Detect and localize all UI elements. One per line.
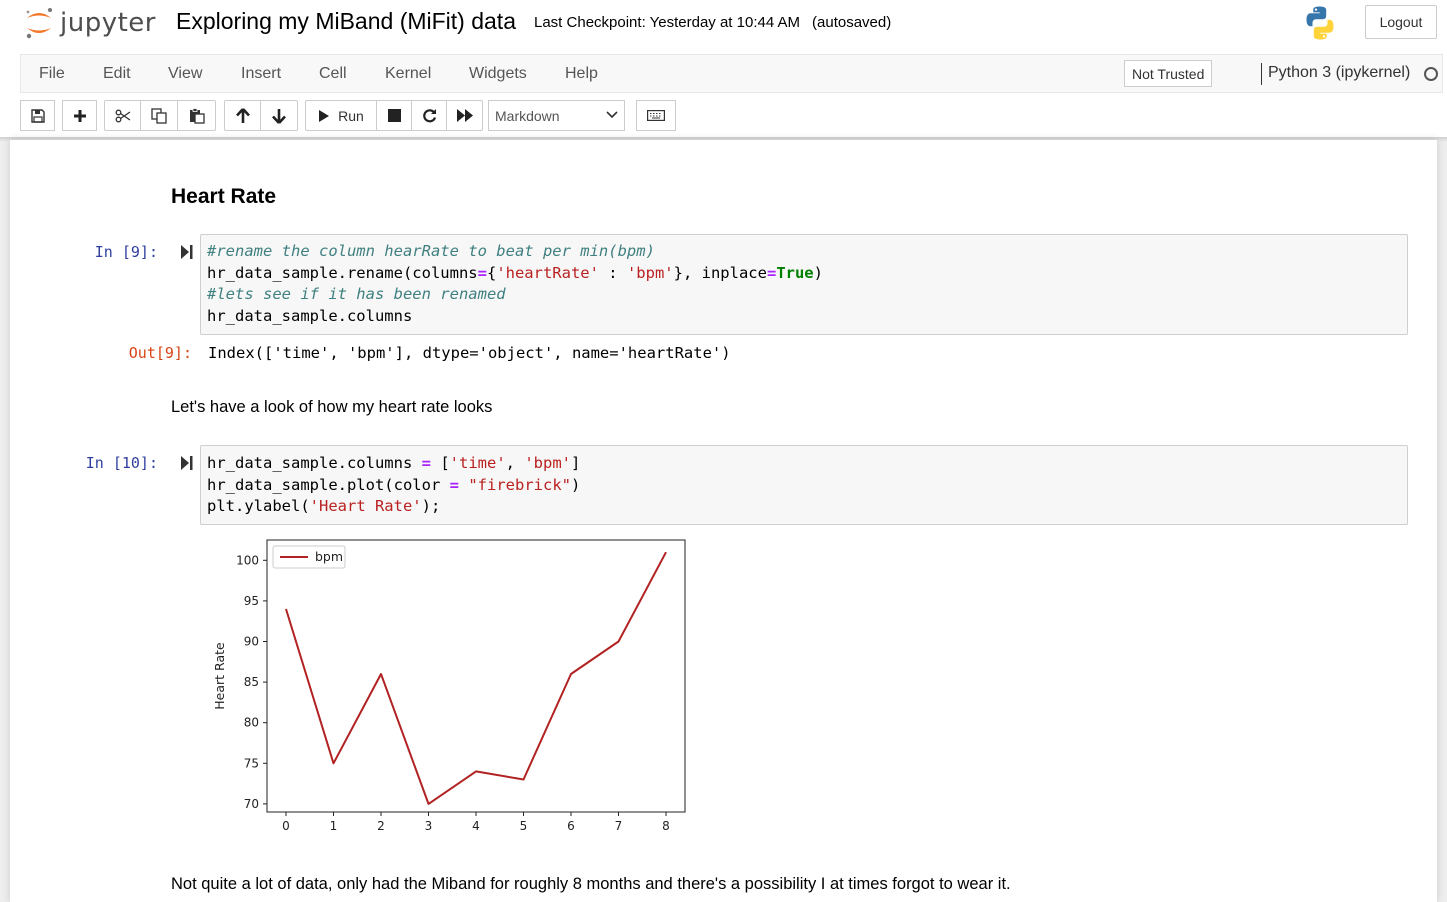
menu-view[interactable]: View (168, 65, 203, 82)
cell-type-value: Markdown (495, 107, 560, 124)
run-icon (319, 109, 330, 122)
markdown-paragraph: Let's have a look of how my heart rate l… (171, 398, 493, 416)
not-trusted-button[interactable]: Not Trusted (1124, 60, 1213, 87)
kernel-separator (1261, 63, 1262, 85)
run-button[interactable]: Run (305, 100, 377, 131)
command-palette-button[interactable] (636, 100, 676, 131)
code-editor[interactable]: #rename the column hearRate to beat per … (200, 234, 1408, 335)
x-tick-label: 1 (330, 819, 338, 833)
y-tick-label: 80 (244, 716, 259, 730)
fast-forward-icon (456, 109, 473, 122)
copy-button[interactable] (140, 100, 178, 131)
code-line: hr_data_sample.rename(columns={'heartRat… (207, 263, 823, 282)
keyboard-icon (647, 110, 665, 121)
heart-rate-line-chart: 0 1 2 3 4 5 6 7 8 70 75 80 85 90 95 100 Heart Rate bpm (212, 539, 686, 833)
save-icon (30, 108, 45, 123)
cell-output: Index(['time', 'bpm'], dtype='object', n… (208, 344, 731, 362)
move-down-button[interactable] (260, 100, 298, 131)
run-cell-icon[interactable] (181, 456, 193, 470)
menubar: File Edit View Insert Cell Kernel Widget… (20, 54, 1443, 93)
move-up-button[interactable] (224, 100, 261, 131)
cell-type-select[interactable]: Markdown (488, 100, 625, 131)
x-tick-label: 2 (377, 819, 385, 833)
heading-heart-rate: Heart Rate (171, 185, 277, 208)
restart-button[interactable] (411, 100, 447, 131)
y-tick-label: 85 (244, 675, 259, 689)
y-axis-label: Heart Rate (212, 642, 227, 710)
y-tick-label: 75 (244, 756, 259, 770)
notebook-title[interactable]: Exploring my MiBand (MiFit) data (176, 8, 516, 34)
checkpoint-status: Last Checkpoint: Yesterday at 10:44 AM (a… (534, 14, 891, 31)
jupyter-orbit-icon (26, 8, 52, 39)
menu-cell[interactable]: Cell (319, 65, 347, 82)
scissors-icon (115, 109, 130, 122)
restart-icon (422, 109, 436, 123)
menu-widgets[interactable]: Widgets (469, 65, 527, 82)
code-line: #lets see if it has been renamed (207, 285, 506, 303)
menu-insert[interactable]: Insert (241, 65, 282, 82)
x-tick-label: 3 (425, 819, 433, 833)
x-tick-label: 5 (520, 819, 528, 833)
notebook-header: jupyter Exploring my MiBand (MiFit) data… (0, 0, 1447, 137)
code-line: hr_data_sample.columns (207, 306, 413, 325)
interrupt-button[interactable] (376, 100, 412, 131)
autosave-status: (autosaved) (812, 14, 892, 31)
arrow-down-icon (272, 108, 286, 124)
code-line: #rename the column hearRate to beat per … (207, 242, 655, 260)
copy-icon (151, 107, 167, 124)
logout-button[interactable]: Logout (1365, 5, 1437, 39)
run-cell-icon[interactable] (181, 245, 193, 259)
cut-button[interactable] (104, 100, 141, 131)
kernel-idle-icon (1424, 67, 1438, 81)
code-line: plt.ylabel('Heart Rate'); (207, 497, 441, 515)
kernel-name[interactable]: Python 3 (ipykernel) (1268, 64, 1411, 81)
output-prompt: Out[9]: (128, 344, 192, 362)
run-label: Run (338, 107, 364, 124)
paste-button[interactable] (177, 100, 216, 131)
chevron-down-icon (606, 111, 618, 119)
header-shadow (0, 137, 1447, 142)
stop-icon (387, 109, 401, 122)
restart-run-all-button[interactable] (446, 100, 483, 131)
y-tick-label: 90 (244, 634, 259, 648)
plus-icon (73, 109, 86, 122)
insert-cell-button[interactable] (62, 100, 97, 131)
save-button[interactable] (20, 100, 55, 131)
y-tick-label: 70 (244, 797, 259, 811)
paste-icon (189, 107, 205, 124)
input-prompt: In [10]: (85, 454, 158, 472)
y-tick-label: 100 (236, 553, 259, 567)
jupyter-logo[interactable]: jupyter (24, 6, 156, 40)
toolbar: Run Markdown (20, 100, 720, 131)
y-tick-label: 95 (244, 594, 259, 608)
arrow-up-icon (235, 107, 250, 123)
notebook-container: Heart Rate In [9]: #rename the column he… (10, 140, 1437, 902)
menu-file[interactable]: File (39, 65, 65, 82)
x-tick-label: 6 (567, 819, 575, 833)
legend-label: bpm (315, 549, 343, 564)
legend-box (272, 545, 346, 569)
input-prompt: In [9]: (94, 243, 158, 261)
logo-text: jupyter (60, 8, 156, 38)
markdown-paragraph: Not quite a lot of data, only had the Mi… (171, 875, 1011, 893)
menu-edit[interactable]: Edit (103, 65, 131, 82)
code-line: hr_data_sample.plot(color = "firebrick") (207, 475, 581, 494)
x-tick-label: 4 (472, 819, 480, 833)
menu-help[interactable]: Help (565, 65, 598, 82)
plot-area (266, 539, 686, 813)
code-editor[interactable]: hr_data_sample.columns = ['time', 'bpm']… (200, 445, 1408, 525)
code-line: hr_data_sample.columns = ['time', 'bpm'] (207, 454, 581, 472)
python-logo-icon (1306, 6, 1334, 40)
x-tick-label: 8 (662, 819, 670, 833)
x-tick-label: 7 (615, 819, 623, 833)
menu-kernel[interactable]: Kernel (385, 65, 432, 82)
checkpoint-text: Last Checkpoint: Yesterday at 10:44 AM (534, 14, 801, 31)
x-tick-label: 0 (282, 819, 290, 833)
